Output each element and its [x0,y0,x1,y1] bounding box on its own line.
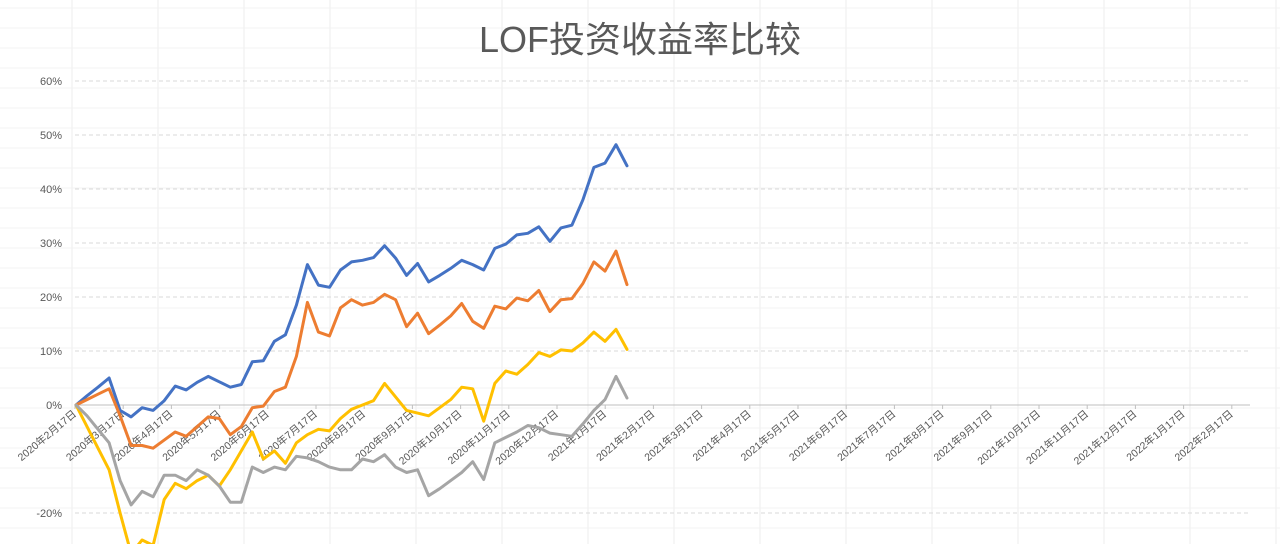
series-line-1 [74,143,629,419]
y-axis-ticks: 60% 50% 40% 30% 20% 10% 0% -20% [36,76,62,520]
y-tick-label: 50% [40,130,62,142]
y-tick-label: 60% [40,76,62,88]
series-line-2 [74,249,629,450]
y-tick-label: 0% [46,400,62,412]
chart-title: LOF投资收益率比较 [479,19,801,60]
series-line-4 [74,374,629,507]
y-tick-label: 10% [40,346,62,358]
series-lines [74,143,629,544]
y-tick-label: 40% [40,184,62,196]
series-line-3 [74,327,629,544]
x-axis-ticks: 2020年2月17日2020年3月17日2020年4月17日2020年5月17日… [15,405,1236,468]
y-tick-label: 30% [40,238,62,250]
y-tick-label: 20% [40,292,62,304]
y-tick-label: -20% [36,508,62,520]
